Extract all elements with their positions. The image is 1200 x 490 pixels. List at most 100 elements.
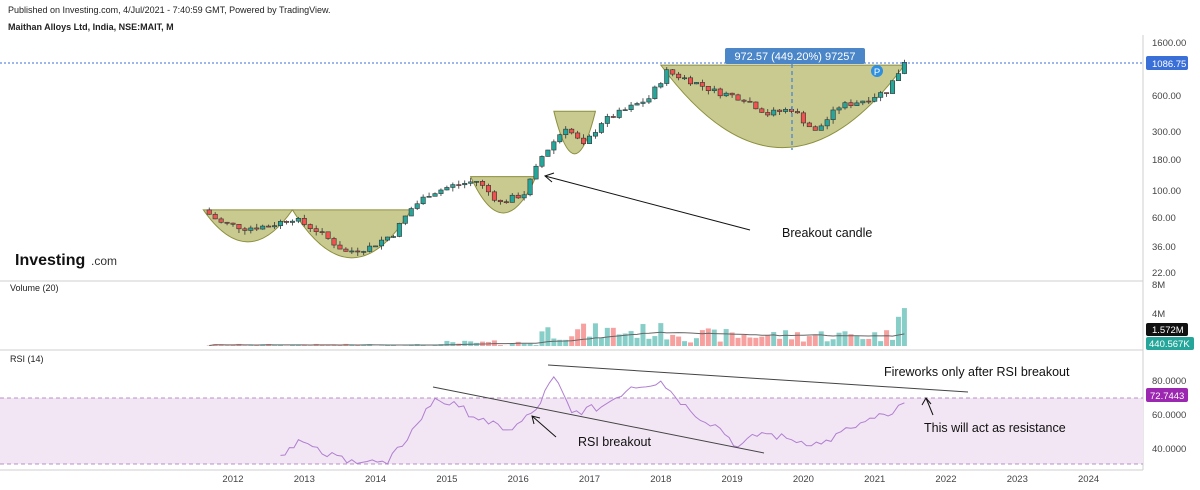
cup-pattern	[659, 64, 906, 148]
volume-bar	[884, 330, 890, 346]
candle-body	[765, 112, 771, 116]
candle-body	[812, 126, 818, 131]
candle-body	[307, 224, 313, 229]
volume-bar	[771, 332, 777, 346]
candle-body	[794, 111, 800, 114]
candle-body	[408, 208, 414, 217]
candle-body	[575, 132, 581, 139]
volume-bar	[497, 345, 503, 346]
candle-body	[521, 194, 527, 199]
volume-bar	[688, 342, 694, 346]
dividend-marker-label: P	[874, 67, 880, 78]
dividend-marker-icon[interactable]	[871, 65, 883, 77]
candle-body	[539, 156, 545, 167]
measure-label: 972.57 (449.20%) 97257	[734, 51, 855, 63]
candle-body	[212, 213, 218, 220]
candle-body	[295, 218, 301, 222]
volume-bar	[699, 330, 705, 346]
candle-body	[349, 250, 355, 253]
volume-bar	[610, 327, 616, 346]
candle-body	[890, 80, 896, 94]
candle-body	[818, 125, 824, 131]
candle-body	[569, 128, 575, 134]
candle-body	[283, 221, 289, 223]
candle-body	[783, 109, 789, 112]
candle-body	[373, 245, 379, 248]
candle-body	[301, 218, 307, 225]
candle-body	[224, 221, 230, 224]
volume-bar	[551, 338, 557, 346]
candle-body	[289, 220, 295, 223]
candle-body	[242, 228, 248, 231]
rsi-trendline-down	[432, 386, 765, 454]
candle-body	[497, 199, 503, 203]
candle-body	[688, 77, 694, 85]
volume-bar	[420, 345, 426, 346]
volume-bar	[468, 341, 474, 346]
volume-bar	[640, 324, 646, 346]
x-tick: 2017	[579, 474, 600, 485]
candle-body	[842, 102, 848, 109]
volume-bar	[598, 337, 604, 346]
resistance-arrow-head	[921, 397, 932, 406]
volume-bar	[295, 344, 301, 346]
candle-body	[379, 239, 385, 247]
x-tick: 2019	[722, 474, 743, 485]
candle-body	[218, 218, 224, 223]
volume-bar	[717, 341, 723, 346]
candle-body	[361, 251, 367, 253]
volume-bar	[652, 336, 658, 346]
cup-pattern	[202, 209, 294, 243]
candle-body	[800, 112, 806, 124]
volume-bar	[616, 334, 622, 346]
volume-bar	[747, 337, 753, 346]
candle-body	[610, 116, 616, 118]
volume-bar	[872, 332, 878, 346]
candle-body	[331, 238, 337, 246]
rsi-band	[0, 398, 1143, 464]
candle-body	[581, 137, 587, 144]
volume-bar	[693, 338, 699, 346]
volume-bar	[349, 345, 355, 346]
breakout-arrow	[544, 175, 751, 231]
price-tick: 300.00	[1152, 127, 1181, 138]
volume-bar	[890, 339, 896, 346]
volume-last-badge	[1146, 337, 1194, 350]
volume-bar	[533, 345, 539, 346]
volume-bar	[705, 328, 711, 346]
volume-bar	[337, 345, 343, 346]
candle-body	[901, 62, 907, 74]
x-tick: 2016	[508, 474, 529, 485]
candle-body	[337, 244, 343, 250]
volume-bar	[587, 336, 592, 346]
rsi-pane-label: RSI (14)	[10, 354, 44, 364]
candle-body	[456, 184, 462, 186]
x-tick: 2020	[793, 474, 814, 485]
x-tick: 2014	[365, 474, 386, 485]
volume-bar	[729, 332, 735, 346]
candle-body	[450, 184, 456, 188]
volume-bar	[842, 331, 848, 346]
candle-body	[551, 141, 557, 151]
candle-body	[474, 181, 480, 183]
candle-body	[777, 109, 783, 112]
candle-body	[747, 100, 753, 103]
price-tick: 600.00	[1152, 91, 1181, 102]
volume-bar	[824, 341, 830, 346]
volume-ma-value: 1.572M	[1152, 325, 1184, 336]
volume-bar	[658, 323, 664, 346]
volume-last-value: 440.567K	[1149, 339, 1190, 350]
volume-bar	[866, 338, 872, 346]
candle-body	[563, 128, 569, 136]
volume-bar	[664, 339, 670, 346]
candle-body	[598, 123, 604, 133]
candle-body	[468, 181, 474, 184]
volume-bar	[545, 327, 551, 346]
published-text: Published on Investing.com, 4/Jul/2021 -…	[8, 5, 331, 15]
rsi-tick: 40.0000	[1152, 444, 1186, 455]
x-tick: 2018	[650, 474, 671, 485]
volume-bar	[878, 341, 884, 346]
rsi-last-badge	[1146, 388, 1188, 402]
candle-body	[806, 122, 812, 128]
